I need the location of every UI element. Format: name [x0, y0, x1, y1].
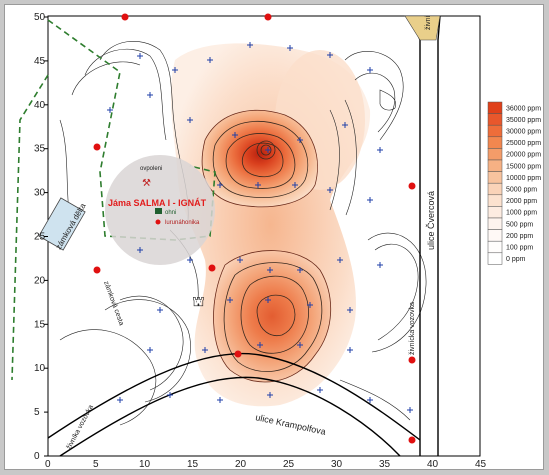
- y-tick-label: 30: [34, 188, 46, 199]
- pit-legend-text-2: lurunáhonika: [165, 220, 200, 226]
- legend-label: 20000 ppm: [506, 152, 541, 159]
- x-tick-label: 40: [427, 459, 439, 470]
- legend-label: 35000 ppm: [506, 117, 541, 124]
- legend-swatch: [487, 217, 503, 230]
- legend-label: 36000 ppm: [506, 105, 541, 112]
- x-tick-label: 5: [93, 459, 99, 470]
- legend-swatch: [487, 229, 503, 242]
- legend-swatch: [487, 124, 503, 138]
- y-tick-label: 15: [34, 319, 46, 330]
- legend-label: 2000 ppm: [506, 198, 537, 205]
- top-right-label: živní: [425, 16, 432, 30]
- x-tick-label: 10: [139, 459, 151, 470]
- legend-label: 500 ppm: [506, 221, 533, 228]
- legend-swatch: [487, 148, 503, 161]
- pit-legend-square: [155, 208, 162, 214]
- pit-symbol: ⚒: [142, 178, 151, 189]
- legend-label: 0 ppm: [506, 256, 526, 263]
- legend-swatch: [487, 240, 503, 254]
- legend-label: 25000 ppm: [506, 140, 541, 147]
- legend-label: 200 ppm: [506, 233, 533, 240]
- contours-south: [223, 262, 323, 372]
- pit-legend-text-1: ohni: [165, 210, 176, 216]
- x-tick-label: 20: [235, 459, 247, 470]
- y-tick-label: 0: [34, 451, 40, 462]
- concentration-legend: 36000 ppm 35000 ppm 30000 ppm 25000 ppm 2000…: [487, 101, 541, 265]
- legend-label: 30000 ppm: [506, 129, 541, 136]
- x-tick-label: 0: [45, 459, 51, 470]
- tower-symbol: ⛫: [192, 293, 205, 309]
- y-tick-label: 50: [34, 12, 46, 23]
- legend-swatch: [487, 101, 503, 114]
- legend-swatch: [487, 252, 503, 265]
- legend-swatch: [487, 206, 503, 219]
- x-tick-label: 45: [475, 459, 487, 470]
- y-tick-label: 45: [34, 56, 46, 67]
- corridor-label: ovpoleni: [140, 166, 162, 172]
- y-tick-label: 10: [34, 363, 46, 374]
- red-points: [93, 13, 416, 444]
- y-tick-label: 40: [34, 100, 46, 111]
- cvercova-label: ulice Čvercová: [426, 191, 436, 250]
- sample-markers: [107, 42, 413, 413]
- y-tick-label: 20: [34, 275, 46, 286]
- legend-label: 15000 ppm: [506, 163, 541, 170]
- hotspot-south: [213, 250, 332, 383]
- x-tick-label: 35: [379, 459, 391, 470]
- pit-label: Jáma SALMA I - IGNÁT: [108, 198, 207, 208]
- hotspot-north: [201, 109, 318, 208]
- legend-swatch: [487, 113, 503, 126]
- corner-building: [404, 15, 441, 41]
- contours-north: [212, 121, 309, 198]
- y-tick-label: 25: [34, 232, 46, 243]
- legend-swatch: [487, 182, 503, 196]
- legend-label: 5000 ppm: [506, 187, 537, 194]
- legend-swatch: [487, 194, 503, 207]
- legend-swatch: [487, 136, 503, 149]
- x-tick-label: 15: [187, 459, 199, 470]
- x-tick-label: 30: [331, 459, 343, 470]
- pit-legend-dot: [155, 219, 161, 225]
- x-axis: 0 5 10 15 20 25 30 35 40 45: [45, 459, 487, 470]
- legend-swatch: [487, 159, 503, 172]
- legend-label: 10000 ppm: [506, 175, 541, 182]
- legend-label: 1000 ppm: [506, 210, 537, 217]
- legend-label: 100 ppm: [506, 245, 533, 252]
- legend-swatch: [487, 171, 503, 184]
- zivnostka2-label: živnícka vozovka: [409, 302, 416, 355]
- x-tick-label: 25: [283, 459, 295, 470]
- zamkova-delta-box: [38, 197, 86, 251]
- y-tick-label: 35: [34, 144, 46, 155]
- y-tick-label: 5: [34, 407, 40, 418]
